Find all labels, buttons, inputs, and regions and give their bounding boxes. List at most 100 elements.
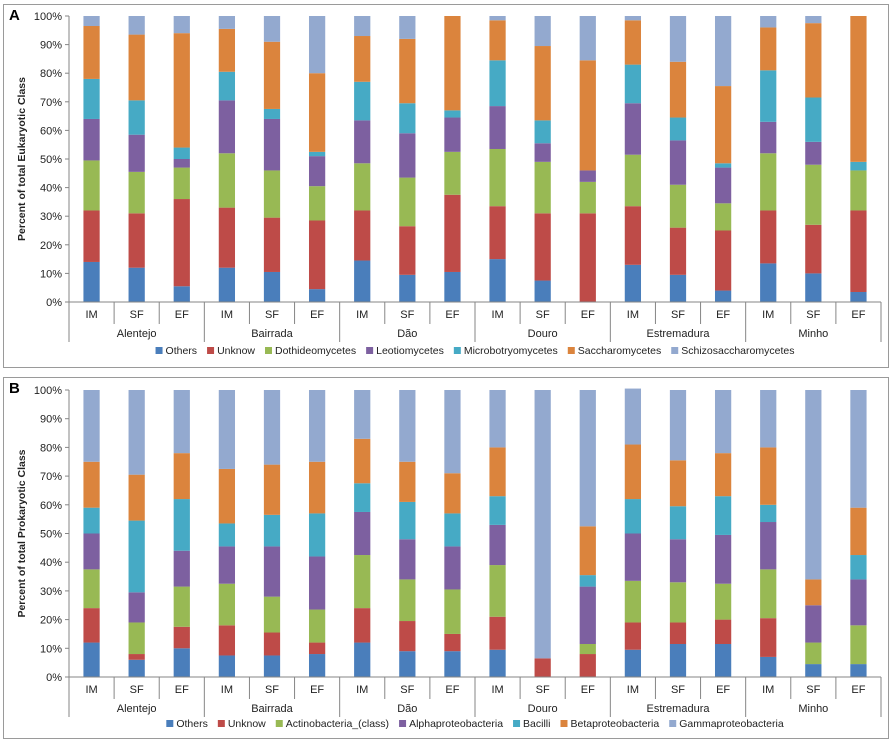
bar-segment <box>354 210 371 261</box>
bar-segment <box>444 513 461 547</box>
bar-segment <box>354 163 371 211</box>
bar-segment <box>218 71 236 101</box>
bar-segment <box>489 16 506 21</box>
bar-segment <box>399 226 416 275</box>
bar-segment <box>128 390 145 475</box>
legend-label: Gammaproteobacteria <box>679 718 784 730</box>
bar-segment <box>624 64 642 104</box>
bar-segment <box>760 656 777 677</box>
bar-segment <box>218 625 236 656</box>
bar-segment <box>489 524 506 566</box>
legend-swatch <box>265 347 272 354</box>
bar-segment <box>444 271 461 302</box>
bar-segment <box>444 390 461 474</box>
bar-segment <box>399 579 416 622</box>
x-tick-label: EF <box>581 309 595 321</box>
bar-segment <box>263 655 281 677</box>
bar-segment <box>624 264 642 302</box>
panel-b-label: B <box>9 380 20 397</box>
bar-segment <box>760 27 777 71</box>
legend-label: Dothideomycetes <box>275 345 356 357</box>
bar-segment <box>669 61 687 118</box>
y-tick-label: 100% <box>34 11 62 23</box>
bar-segment <box>399 621 416 652</box>
bar-segment <box>399 177 416 227</box>
bar-segment <box>308 156 326 187</box>
x-tick-label: SF <box>671 684 685 696</box>
bar-segment <box>173 586 190 627</box>
bar-segment <box>489 206 506 260</box>
bar-segment <box>173 550 190 587</box>
bar-segment <box>218 207 236 268</box>
bar-segment <box>218 28 236 72</box>
bar-segment <box>308 220 326 290</box>
bar-segment <box>128 34 145 101</box>
legend-label: Bacilli <box>523 718 550 730</box>
x-tick-label: EF <box>851 309 865 321</box>
legend-swatch <box>453 347 461 354</box>
legend-label: Alphaproteobacteria <box>409 718 503 730</box>
bar-segment <box>624 444 642 500</box>
x-tick-label: SF <box>806 309 820 321</box>
bar-segment <box>263 108 281 119</box>
prokaryotic-stacked-bar-chart: 0% 10% 20% 30% 40% 50% 60% 70% 80% 90% 100% Percent… <box>16 385 882 730</box>
bar-segment <box>218 267 236 302</box>
x-tick-label: SF <box>536 309 550 321</box>
bar-segment <box>128 267 145 302</box>
bar-segment <box>714 390 732 454</box>
bar-segment <box>579 16 596 61</box>
panel-a-eukaryotic-chart: A 0% 10% 20% 30% 40% 50% 60% 70% 80% 90% 100% Perce… <box>3 4 889 368</box>
x-tick-label: EF <box>175 309 189 321</box>
bar-segment <box>173 648 190 677</box>
bar-segment <box>624 499 642 534</box>
group-label: Douro <box>528 328 558 340</box>
bar-segment <box>128 16 145 35</box>
group-label: Dão <box>397 703 417 715</box>
x-tick-label: SF <box>130 684 144 696</box>
bar-segment <box>579 586 596 644</box>
bar-segment <box>669 390 687 461</box>
panel-b-prokaryotic-chart: B 0% 10% 20% 30% 40% 50% 60% 70% 80% 90% 100% Perce… <box>3 377 889 739</box>
group-label: Estremadura <box>647 328 711 340</box>
bar-segment <box>850 291 867 302</box>
bar-segment <box>128 213 145 268</box>
bar-segment <box>83 533 100 570</box>
x-tick-label: SF <box>536 684 550 696</box>
bar-segment <box>173 167 190 200</box>
bar-segment <box>263 514 281 547</box>
y-tick-label: 30% <box>40 211 62 223</box>
bar-segment <box>128 100 145 135</box>
group-label: Bairrada <box>251 328 293 340</box>
bar-segment <box>669 582 687 623</box>
bar-segment <box>850 555 867 580</box>
x-tick-label: IM <box>356 684 368 696</box>
group-label: Alentejo <box>117 328 157 340</box>
bar-segment <box>83 642 100 677</box>
x-tick-label: IM <box>356 309 368 321</box>
y-tick-label: 0% <box>46 297 62 309</box>
bar-segment <box>308 642 326 655</box>
bar-segment <box>714 290 732 302</box>
bar-segment <box>399 461 416 502</box>
bar-segment <box>805 97 822 142</box>
bar-segment <box>218 100 236 154</box>
bar-segment <box>579 170 596 182</box>
legend-swatch <box>275 720 283 727</box>
x-tick-label: EF <box>175 684 189 696</box>
bar-segment <box>624 103 642 155</box>
bar-segment <box>354 81 371 121</box>
bar-segment <box>850 170 867 211</box>
bar-segment <box>714 16 732 87</box>
bar-segment <box>805 579 822 606</box>
bar-segment <box>354 483 371 512</box>
bar-segment <box>850 507 867 556</box>
bar-segment <box>714 230 732 291</box>
bar-segment <box>83 16 100 27</box>
x-tick-label: EF <box>581 684 595 696</box>
bar-segment <box>669 643 687 677</box>
bar-segment <box>308 16 326 74</box>
bar-segment <box>308 186 326 221</box>
x-tick-label: EF <box>445 684 459 696</box>
bar-segment <box>714 167 732 204</box>
group-label: Minho <box>798 703 828 715</box>
